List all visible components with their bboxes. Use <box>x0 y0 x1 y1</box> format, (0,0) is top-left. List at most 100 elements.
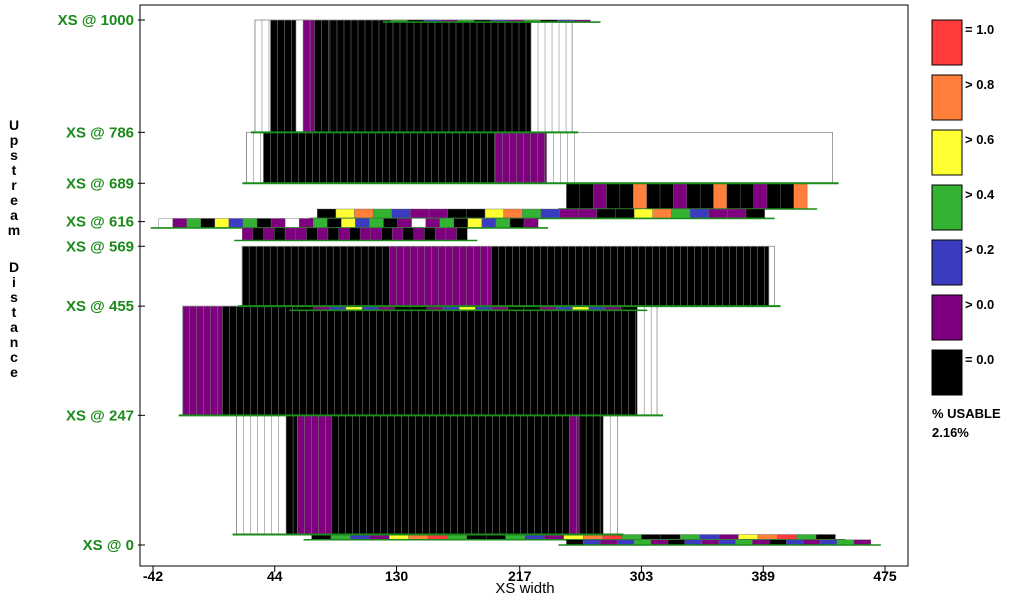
y-tick-label: XS @ 0 <box>83 537 134 554</box>
strip-cell <box>411 218 426 229</box>
y-tick-label: XS @ 247 <box>66 407 134 424</box>
section-cell <box>579 415 604 535</box>
legend-swatch <box>931 294 963 341</box>
strip-cell <box>434 227 447 241</box>
y-axis-title-letter: e <box>10 192 18 208</box>
strip-cell <box>466 208 486 219</box>
y-axis-title-letter: a <box>10 207 18 223</box>
strip-cell <box>370 227 382 241</box>
strip-cell <box>456 227 468 241</box>
x-tick-label: -42 <box>143 568 163 584</box>
legend-label: = 0.0 <box>965 352 994 367</box>
legend-label: > 0.2 <box>965 242 994 257</box>
section-cell <box>329 20 532 133</box>
legend-label: > 0.0 <box>965 297 994 312</box>
strip-cell <box>338 227 350 241</box>
strip-cell <box>241 227 254 241</box>
strip-cell <box>372 208 393 219</box>
strip-cell <box>633 208 653 219</box>
section-cell <box>263 132 496 184</box>
y-axis-title-letter: m <box>8 222 20 238</box>
legend-swatch <box>931 129 963 176</box>
legend-label: > 0.4 <box>965 187 995 202</box>
strip-cell <box>242 218 258 229</box>
y-axis-title-letter: U <box>9 117 19 133</box>
strip-cell <box>284 227 296 241</box>
strip-cell <box>523 218 539 229</box>
strip-cell <box>673 183 687 210</box>
section-cell <box>637 306 658 416</box>
strip-cell <box>766 183 781 210</box>
section-cell <box>246 132 264 184</box>
y-tick-label: XS @ 689 <box>66 175 134 192</box>
strip-cell <box>522 208 542 219</box>
strip-cell <box>274 227 286 241</box>
x-tick-label: 475 <box>873 568 897 584</box>
section-cell <box>242 246 390 307</box>
strip-cell <box>306 227 318 241</box>
strip-cell <box>652 208 672 219</box>
strip-cell <box>509 218 525 229</box>
strip-cell <box>596 208 616 219</box>
x-tick-label: 217 <box>508 568 532 584</box>
strip-cell <box>391 208 411 219</box>
section-cell <box>495 132 547 184</box>
section-cell <box>182 306 223 416</box>
legend-label: > 0.8 <box>965 77 994 92</box>
strip-cell <box>397 218 412 229</box>
section-cell <box>491 246 769 307</box>
section-cell <box>296 20 304 133</box>
strip-cell <box>410 208 430 219</box>
strip-cell <box>445 227 457 241</box>
usable-label: % USABLE <box>932 406 1001 421</box>
strip-cell <box>354 208 374 219</box>
strip-cell <box>349 227 361 241</box>
y-tick-label: XS @ 569 <box>66 238 134 255</box>
cross-section-cells <box>182 19 834 535</box>
strip-cell <box>214 218 230 229</box>
strip-cell <box>503 208 523 219</box>
x-tick-label: 389 <box>752 568 776 584</box>
strip-cell <box>392 227 404 241</box>
strip-cell <box>158 218 173 229</box>
y-axis-title-letter: t <box>12 304 17 320</box>
x-tick-label: 303 <box>630 568 654 584</box>
strip-cell <box>172 218 187 229</box>
section-cell <box>303 20 315 133</box>
x-axis-title: XS width <box>495 580 554 597</box>
section-cell <box>546 132 581 184</box>
strip-cell <box>481 218 497 229</box>
legend-label: > 0.6 <box>965 132 994 147</box>
strip-cell <box>646 183 661 210</box>
strip-cell <box>252 227 264 241</box>
strip-cell <box>270 218 286 229</box>
strip-cell <box>383 218 398 229</box>
strip-cell <box>467 218 483 229</box>
y-tick-labels: XS @ 1000 XS @ 786 XS @ 689 XS @ 616 XS @ 56… <box>58 12 145 554</box>
legend-swatch <box>931 239 963 286</box>
strip-cell <box>740 183 754 210</box>
strip-cell <box>355 218 370 229</box>
strip-cell <box>615 208 635 219</box>
strip-cell <box>495 218 511 229</box>
strip-cell <box>402 227 414 241</box>
x-tick-labels: -42 44 130 217 303 389 475 <box>143 566 897 584</box>
strip-cell <box>713 183 728 210</box>
strip-cell <box>540 208 560 219</box>
section-cell <box>286 415 298 535</box>
section-cell <box>297 415 332 535</box>
strip-cell <box>708 208 728 219</box>
strip-cell <box>335 208 355 219</box>
legend-swatch <box>931 74 963 121</box>
strip-cell <box>689 208 709 219</box>
section-cell <box>389 246 492 307</box>
legend-swatch <box>931 184 963 231</box>
strip-cell <box>313 218 328 229</box>
strip-cell <box>633 183 647 210</box>
y-axis-title-letter: s <box>10 147 18 163</box>
section-cell <box>569 415 580 535</box>
strip-cell <box>424 227 436 241</box>
x-tick-label: 44 <box>267 568 283 584</box>
strip-cell <box>566 183 581 210</box>
strip-cell <box>295 227 307 241</box>
